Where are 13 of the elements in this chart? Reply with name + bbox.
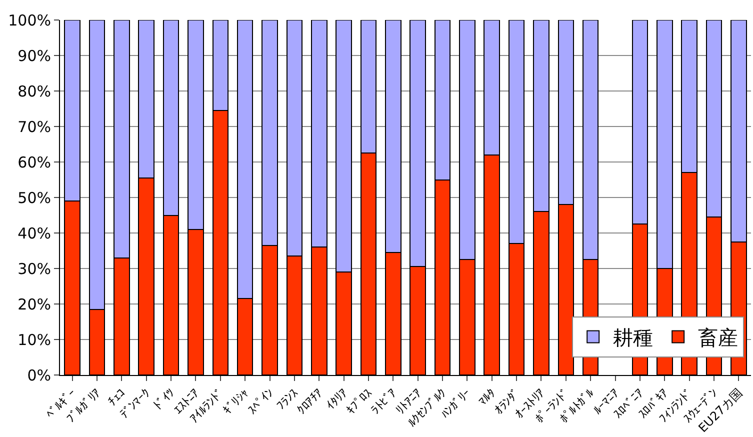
y-tick-label: 30% bbox=[18, 260, 51, 278]
y-tick-label: 10% bbox=[18, 330, 51, 349]
y-tick-label: 20% bbox=[18, 295, 51, 314]
legend-label: 畜産 bbox=[698, 326, 738, 350]
y-tick-label: 40% bbox=[18, 224, 51, 242]
y-tick-label: 80% bbox=[18, 82, 51, 100]
y-tick-label: 90% bbox=[18, 46, 51, 65]
legend-label: 耕種 bbox=[613, 326, 654, 350]
y-tick-label: 0% bbox=[27, 366, 51, 384]
y-tick-label: 50% bbox=[18, 188, 51, 207]
y-tick-label: 100% bbox=[8, 11, 51, 30]
y-tick-label: 60% bbox=[18, 153, 51, 172]
y-tick-label: 70% bbox=[18, 118, 51, 136]
